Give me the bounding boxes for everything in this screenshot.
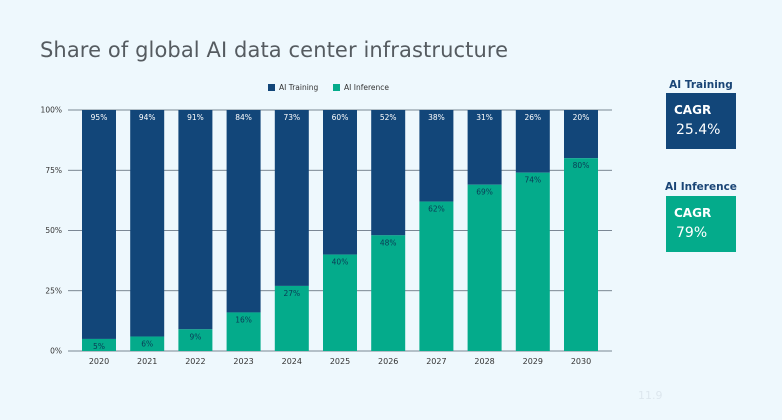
- bar-inference: [226, 312, 261, 351]
- data-label-training: 95%: [91, 113, 108, 122]
- x-tick-label: 2024: [282, 357, 302, 366]
- bar-inference: [323, 254, 357, 351]
- training-cagr-label: CAGR: [674, 103, 712, 117]
- data-label-inference: 40%: [332, 258, 349, 267]
- data-label-inference: 69%: [476, 188, 493, 197]
- bar-inference: [515, 172, 550, 351]
- data-label-training: 91%: [187, 113, 204, 122]
- bar-inference: [178, 329, 213, 351]
- y-tick-label: 25%: [45, 286, 62, 295]
- bar-training: [323, 110, 357, 255]
- x-tick-label: 2023: [233, 357, 253, 366]
- data-label-inference: 48%: [380, 238, 397, 247]
- data-label-inference: 62%: [428, 205, 445, 214]
- legend-item-training-swatch: [268, 84, 275, 91]
- bar-inference: [82, 338, 116, 351]
- x-tick-label: 2021: [137, 357, 157, 366]
- data-label-inference: 16%: [235, 315, 252, 324]
- bar-inference: [419, 201, 454, 351]
- inference-cagr-label: CAGR: [674, 206, 712, 220]
- bar-inference: [130, 336, 165, 351]
- bar-inference: [274, 285, 309, 351]
- data-label-training: 60%: [332, 113, 349, 122]
- x-tick-label: 2026: [378, 357, 398, 366]
- bar-training: [371, 110, 406, 236]
- inference-cagr-card: CAGR 79%: [666, 196, 736, 252]
- x-tick-label: 2028: [474, 357, 494, 366]
- axis-labels: 0% 25% 50% 75% 100% 2020 2021 2022 2023 2024 2025 2…: [41, 106, 592, 367]
- bar-training: [130, 110, 165, 337]
- data-label-inference: 74%: [524, 176, 541, 185]
- y-tick-label: 100%: [41, 106, 62, 115]
- inference-cagr-value: 79%: [676, 225, 708, 241]
- data-label-training: 26%: [524, 113, 541, 122]
- bar-training: [564, 110, 598, 159]
- legend-item-inference-swatch: [333, 84, 340, 91]
- chart-title: Share of global AI data center infrastru…: [40, 38, 509, 62]
- stacked-bar-chart: 95% 5% 94% 6% 91% 9% 84% 16% 73% 27% 60% 40% 52% 48% 3…: [41, 83, 612, 367]
- x-tick-label: 2020: [89, 357, 109, 366]
- y-tick-label: 50%: [45, 226, 62, 235]
- legend: AI Training AI Inference: [268, 83, 389, 92]
- data-label-training: 31%: [476, 113, 493, 122]
- x-tick-label: 2027: [426, 357, 446, 366]
- bar-training: [419, 110, 454, 202]
- x-tick-label: 2029: [523, 357, 543, 366]
- bar-training: [178, 110, 213, 330]
- training-heading: AI Training: [669, 79, 733, 91]
- y-tick-label: 75%: [45, 166, 62, 175]
- training-cagr-card: CAGR 25.4%: [666, 93, 736, 149]
- data-label-inference: 27%: [283, 289, 300, 298]
- data-label-training: 84%: [235, 113, 252, 122]
- inference-heading: AI Inference: [665, 181, 737, 193]
- data-label-inference: 80%: [573, 161, 590, 170]
- x-tick-label: 2025: [330, 357, 350, 366]
- bar-training: [467, 110, 502, 185]
- bar-inference: [467, 184, 502, 351]
- training-cagr-value: 25.4%: [676, 122, 721, 138]
- bar-training: [515, 110, 550, 173]
- data-label-inference: 9%: [189, 332, 201, 341]
- data-labels: 95% 5% 94% 6% 91% 9% 84% 16% 73% 27% 60% 40% 52% 48% 3…: [91, 113, 590, 351]
- legend-item-inference-label: AI Inference: [344, 83, 389, 92]
- data-label-inference: 6%: [141, 340, 153, 349]
- bar-inference: [371, 235, 406, 351]
- bar-training: [226, 110, 261, 313]
- data-label-training: 52%: [380, 113, 397, 122]
- y-tick-label: 0%: [50, 347, 62, 356]
- legend-item-training-label: AI Training: [279, 83, 319, 92]
- bars: [82, 110, 598, 351]
- x-tick-label: 2022: [185, 357, 205, 366]
- data-label-inference: 5%: [93, 342, 105, 351]
- bar-training: [82, 110, 116, 339]
- x-tick-label: 2030: [571, 357, 591, 366]
- data-label-training: 20%: [573, 113, 590, 122]
- data-label-training: 38%: [428, 113, 445, 122]
- data-label-training: 73%: [283, 113, 300, 122]
- data-label-training: 94%: [139, 113, 156, 122]
- page-number: 11.9: [638, 389, 663, 402]
- bar-inference: [564, 158, 598, 351]
- bar-training: [274, 110, 309, 286]
